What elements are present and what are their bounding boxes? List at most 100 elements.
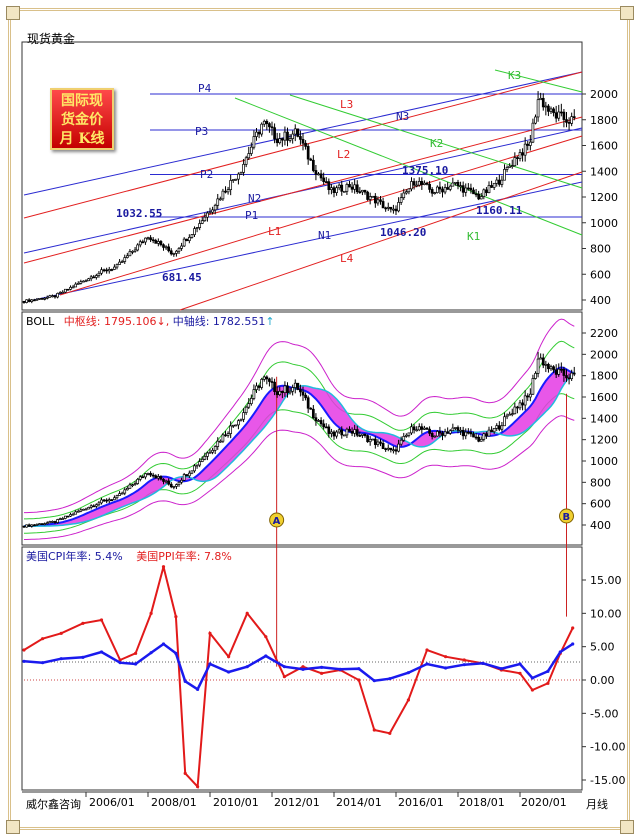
boll-candle — [446, 431, 450, 434]
price-candle — [443, 187, 447, 193]
price-candle — [539, 97, 543, 101]
price-candle — [216, 198, 220, 206]
cpi-series-line-point — [571, 642, 575, 646]
price-candle — [559, 111, 563, 114]
cpi-series-line-point — [558, 650, 562, 654]
boll-candle — [544, 363, 548, 366]
cpi-series-line-point — [444, 666, 448, 670]
ppi-series-line-point — [357, 678, 361, 682]
price-candle — [505, 167, 509, 170]
price-candle — [448, 185, 452, 190]
price-candle — [110, 269, 114, 271]
ppi-series-line-point — [196, 785, 200, 789]
boll-candle — [397, 443, 400, 452]
price-candle — [105, 269, 109, 272]
boll-candle — [154, 475, 158, 479]
boll-candle — [208, 451, 212, 454]
price-candle — [273, 127, 276, 140]
boll-candle — [262, 376, 266, 380]
price-candle — [200, 220, 204, 224]
channel-label-p4: P4 — [198, 82, 212, 95]
ppi-series-line-point — [245, 611, 249, 615]
ppi-series-line-point — [183, 771, 187, 775]
price-candle — [206, 212, 209, 218]
boll-candle — [451, 427, 455, 432]
boll-candle — [97, 502, 101, 506]
boll-candle — [412, 426, 416, 431]
y-tick-label: 800 — [590, 476, 611, 489]
price-candle — [293, 128, 297, 135]
ppi-series-line-point — [571, 626, 575, 630]
boll-candle — [38, 523, 41, 526]
price-candle — [53, 295, 57, 298]
price-candle — [102, 269, 106, 272]
price-candle — [92, 276, 96, 279]
boll-candle — [534, 372, 537, 379]
boll-candle — [138, 476, 142, 480]
boll-candle — [557, 368, 561, 375]
boll-candle — [472, 433, 475, 438]
cpi-series-line-point — [22, 659, 26, 663]
boll-axis-name: 中轴线 — [172, 315, 206, 328]
price-candle — [482, 189, 486, 197]
cpi-series-line-point — [59, 657, 63, 661]
boll-candle — [570, 372, 574, 379]
price-candle — [239, 172, 243, 175]
boll-candle — [175, 484, 178, 487]
price-candle — [270, 126, 274, 129]
l4-trendline — [179, 171, 583, 311]
y-tick-label: -10.00 — [590, 741, 625, 754]
boll-candle — [255, 385, 258, 390]
price-candle — [309, 158, 313, 161]
boll-candle — [218, 440, 222, 443]
boll-candle — [508, 413, 512, 416]
price-candle — [156, 241, 160, 244]
boll-mid-value: 1795.106 — [103, 315, 157, 328]
price-candle — [399, 197, 403, 203]
price-candle — [337, 184, 341, 189]
cpi-series-line-point — [320, 665, 324, 669]
boll-candle — [193, 465, 196, 472]
boll-candle — [389, 447, 393, 451]
price-candle — [30, 299, 34, 302]
boll-candle — [474, 436, 478, 439]
ppi-series-line-point — [320, 671, 324, 675]
ppi-series-line-point — [406, 698, 410, 702]
price-panel-frame — [21, 41, 583, 311]
price-candle — [61, 291, 65, 294]
boll-candle — [381, 443, 385, 450]
boll-candle — [167, 480, 171, 485]
boll-candle — [169, 483, 173, 488]
frame-corner-tl — [6, 6, 20, 20]
price-candle — [87, 278, 90, 282]
boll-candle — [350, 431, 354, 434]
price-candle — [503, 168, 506, 181]
cpi-series-line-point — [227, 670, 231, 674]
price-candle — [319, 173, 323, 179]
price-candle — [288, 138, 292, 141]
boll-candle — [56, 519, 59, 523]
price-candle — [218, 198, 222, 201]
marker-a-circle — [269, 512, 285, 528]
k3-trendline — [494, 69, 583, 93]
price-candle — [100, 269, 103, 274]
price-candle — [438, 186, 442, 190]
boll-mid-name: 中枢线 — [63, 315, 97, 328]
boll-candle — [373, 438, 377, 445]
boll-candle — [206, 452, 209, 457]
price-candle — [435, 186, 439, 193]
boll-candle — [371, 438, 375, 441]
boll-candle — [128, 484, 132, 489]
boll-candle — [547, 363, 550, 370]
price-candle — [306, 146, 310, 160]
channel-label-l2: L2 — [337, 148, 350, 161]
boll-candle — [526, 395, 530, 398]
boll-inner-upper — [24, 340, 575, 520]
boll-candle — [198, 461, 202, 466]
boll-candle — [203, 456, 207, 460]
boll-candle — [164, 480, 168, 483]
boll-candle — [485, 433, 488, 437]
price-candle — [262, 120, 266, 125]
price-candle — [203, 216, 207, 222]
price-candle — [402, 192, 406, 199]
